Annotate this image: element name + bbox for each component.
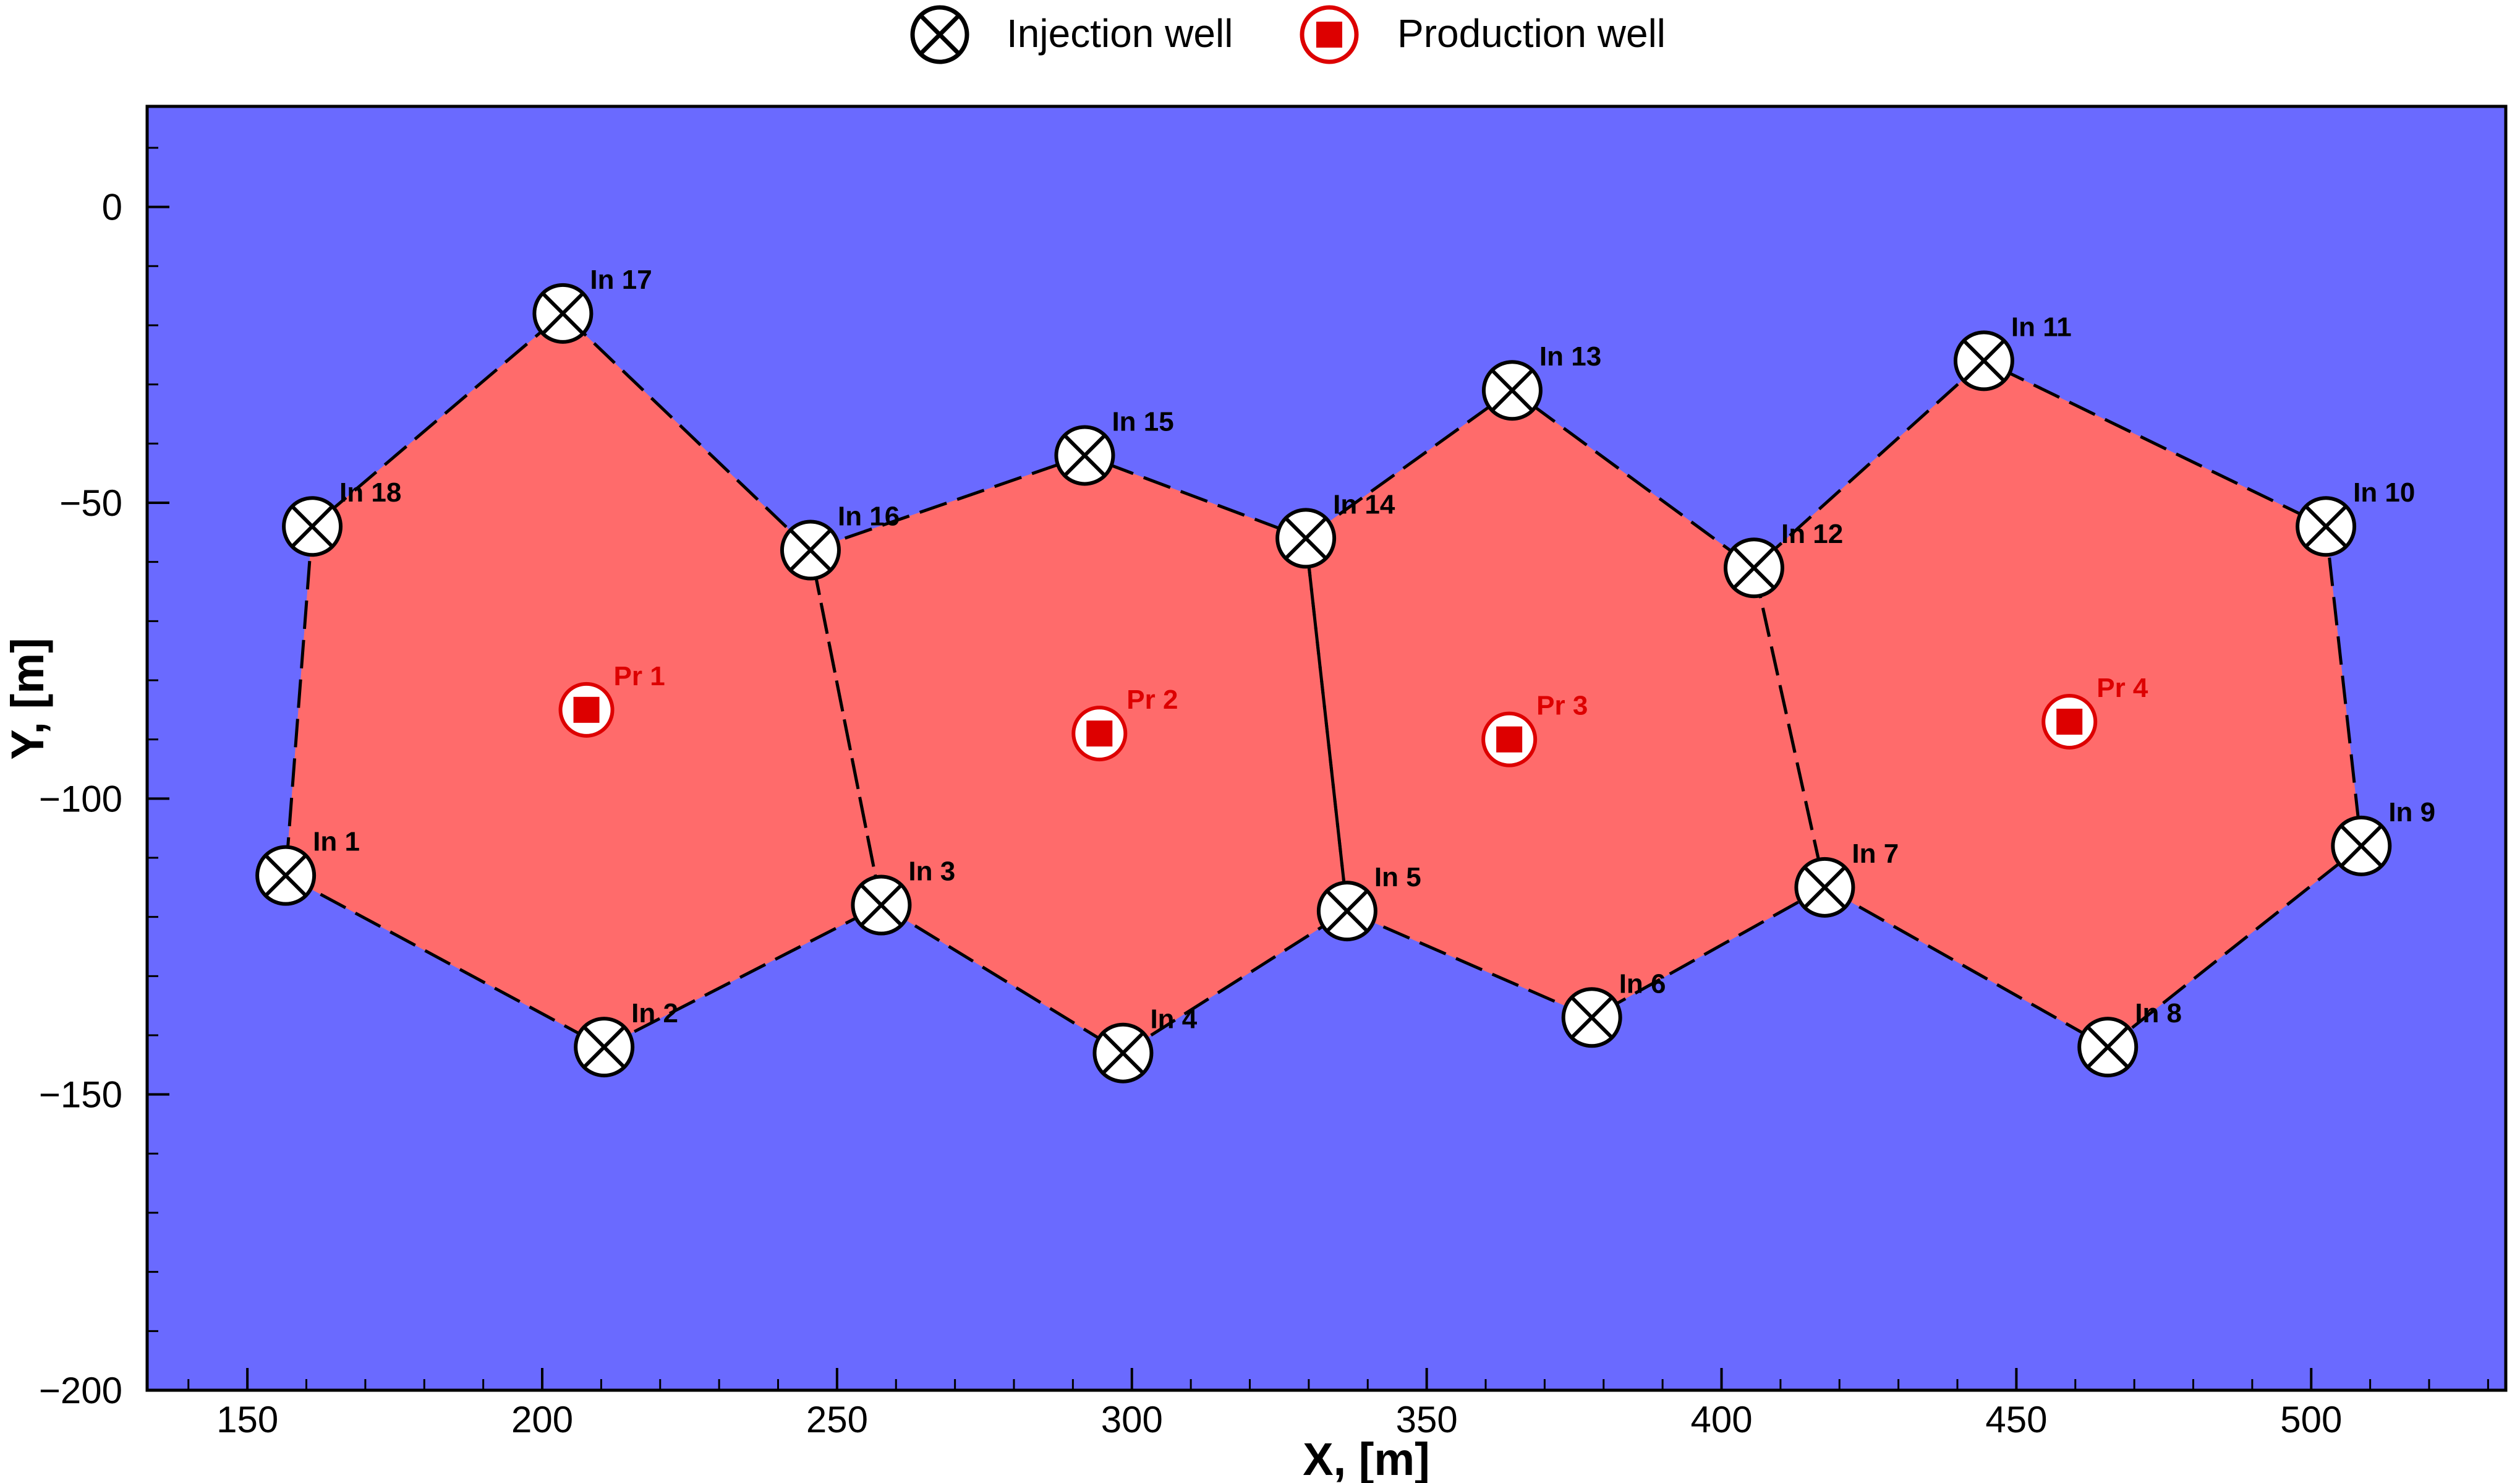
injection-well-in-3: In 3 <box>851 857 955 936</box>
injection-well-label: In 15 <box>1112 406 1173 437</box>
injection-well-in-14: In 14 <box>1275 489 1395 569</box>
injection-well-in-17: In 17 <box>532 265 652 344</box>
injection-well-in-13: In 13 <box>1481 341 1601 421</box>
x-tick-label: 300 <box>1101 1399 1163 1440</box>
injection-wells: In 1 In 2 In 3 In 4 In 5 In 6 In 7 In 8 In 9 In 1… <box>255 265 2435 1083</box>
injection-well-in-15: In 15 <box>1054 406 1174 486</box>
injection-well-in-5: In 5 <box>1316 862 1421 942</box>
x-tick-label: 250 <box>806 1399 868 1440</box>
x-axis-ticks: 150 200 250 300 350 400 450 500 <box>187 1368 2489 1440</box>
legend-production-marker <box>1300 5 1359 64</box>
injection-well-label: In 7 <box>1852 839 1899 869</box>
x-axis-title: X, [m] <box>1303 1434 1430 1483</box>
y-axis-ticks: 0 −50 −100 −150 −200 <box>39 147 169 1411</box>
production-well-label: Pr 1 <box>614 661 665 691</box>
injection-well-label: In 2 <box>631 998 678 1028</box>
x-tick-label: 500 <box>2280 1399 2342 1440</box>
legend-production-label: Production well <box>1397 11 1666 56</box>
x-tick-label: 450 <box>1985 1399 2047 1440</box>
x-tick-label: 200 <box>511 1399 573 1440</box>
y-axis-title: Y, [m] <box>2 638 53 759</box>
injection-well-label: In 17 <box>590 265 652 295</box>
production-well-label: Pr 3 <box>1536 691 1588 721</box>
production-well-pr-3: Pr 3 <box>1481 691 1588 767</box>
injection-well-label: In 9 <box>2388 797 2435 827</box>
production-wells: Pr 1 Pr 2 Pr 3 Pr 4 <box>558 661 2148 767</box>
swept-region-pr-2 <box>811 455 1347 1053</box>
injection-well-in-18: In 18 <box>282 477 401 557</box>
injection-well-label: In 3 <box>908 857 955 887</box>
injection-well-label: In 16 <box>838 502 900 532</box>
injection-well-in-7: In 7 <box>1794 839 1899 918</box>
injection-well-in-9: In 9 <box>2331 797 2435 876</box>
production-well-pr-2: Pr 2 <box>1071 685 1178 762</box>
injection-well-label: In 14 <box>1333 489 1395 519</box>
injection-well-in-12: In 12 <box>1723 519 1843 599</box>
injection-well-label: In 6 <box>1619 968 1666 999</box>
injection-well-label: In 12 <box>1781 519 1843 549</box>
x-tick-label: 350 <box>1396 1399 1458 1440</box>
y-tick-label: −200 <box>39 1370 122 1411</box>
swept-regions <box>286 313 2362 1053</box>
plot-frame <box>145 105 2508 1392</box>
injection-well-label: In 10 <box>2353 477 2415 508</box>
y-tick-label: −50 <box>59 482 122 524</box>
x-tick-label: 400 <box>1690 1399 1752 1440</box>
y-tick-label: 0 <box>102 187 122 228</box>
swept-region-pr-3 <box>1306 390 1825 1018</box>
production-well-label: Pr 2 <box>1126 685 1178 715</box>
y-tick-label: −150 <box>39 1074 122 1116</box>
injection-well-label: In 1 <box>313 827 360 857</box>
production-well-pr-4: Pr 4 <box>2041 673 2148 750</box>
injection-well-in-10: In 10 <box>2296 477 2415 557</box>
injection-well-in-11: In 11 <box>1953 312 2072 391</box>
injection-well-label: In 8 <box>2135 998 2182 1028</box>
swept-region-pr-1 <box>286 313 882 1048</box>
injection-well-in-4: In 4 <box>1092 1004 1198 1083</box>
injection-well-in-8: In 8 <box>2077 998 2182 1078</box>
injection-well-label: In 11 <box>2011 312 2072 342</box>
legend: Injection well Production well <box>910 5 1666 64</box>
injection-well-label: In 4 <box>1150 1004 1197 1035</box>
legend-injection-marker <box>910 5 969 64</box>
production-well-pr-1: Pr 1 <box>558 661 665 738</box>
y-tick-label: −100 <box>39 778 122 819</box>
injection-well-in-6: In 6 <box>1561 968 1666 1048</box>
injection-well-label: In 18 <box>339 477 401 508</box>
injection-well-in-16: In 16 <box>780 502 900 581</box>
injection-well-label: In 5 <box>1374 862 1421 892</box>
injection-well-label: In 13 <box>1539 341 1601 372</box>
production-well-label: Pr 4 <box>2096 673 2148 703</box>
legend-injection-label: Injection well <box>1007 11 1233 56</box>
injection-well-in-1: In 1 <box>255 827 360 906</box>
x-tick-label: 150 <box>216 1399 278 1440</box>
injection-well-in-2: In 2 <box>574 998 678 1078</box>
